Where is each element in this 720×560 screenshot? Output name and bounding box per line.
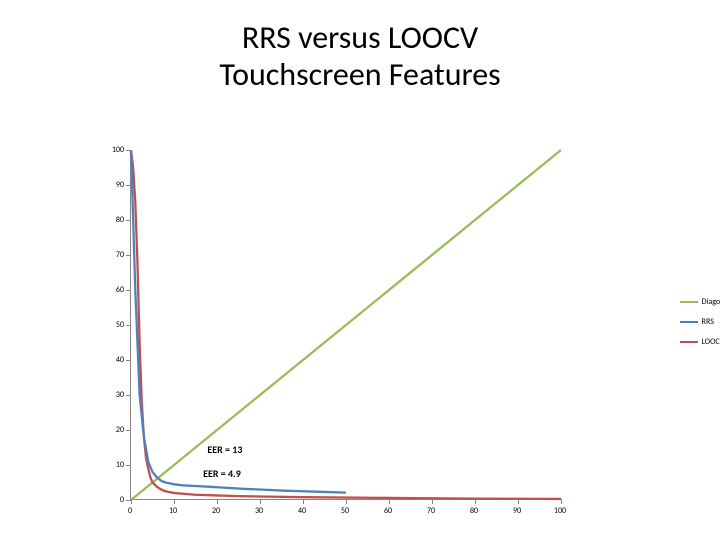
y-tick-label: 40 bbox=[116, 355, 124, 365]
plot-svg bbox=[131, 150, 561, 500]
x-tick-label: 10 bbox=[169, 506, 177, 516]
series-rrs bbox=[131, 150, 346, 493]
y-tick-label: 10 bbox=[116, 460, 124, 470]
y-tick-label: 90 bbox=[116, 180, 124, 190]
legend-swatch bbox=[680, 321, 698, 323]
legend-item-diagonal: Diagonal bbox=[680, 298, 720, 306]
x-tick-label: 80 bbox=[470, 506, 478, 516]
x-tick-label: 60 bbox=[384, 506, 392, 516]
x-tick-label: 100 bbox=[554, 506, 566, 516]
y-tick-label: 20 bbox=[116, 425, 124, 435]
legend: Diagonal RRS LOOCV bbox=[680, 298, 720, 358]
y-tick bbox=[126, 430, 131, 436]
y-tick bbox=[126, 150, 131, 156]
y-tick-label: 60 bbox=[116, 285, 124, 295]
x-tick bbox=[561, 499, 562, 504]
x-tick bbox=[131, 499, 132, 504]
y-tick bbox=[126, 220, 131, 226]
legend-item-loocv: LOOCV bbox=[680, 338, 720, 346]
y-tick bbox=[126, 395, 131, 401]
x-tick bbox=[432, 499, 433, 504]
y-tick-label: 30 bbox=[116, 390, 124, 400]
x-tick bbox=[260, 499, 261, 504]
x-tick-label: 30 bbox=[255, 506, 263, 516]
series-diagonal bbox=[131, 150, 561, 500]
legend-label: LOOCV bbox=[702, 338, 720, 346]
y-tick bbox=[126, 290, 131, 296]
chart-title-line2: Touchscreen Features bbox=[0, 57, 720, 94]
x-tick bbox=[346, 499, 347, 504]
x-tick bbox=[475, 499, 476, 504]
y-tick-label: 80 bbox=[116, 215, 124, 225]
x-tick-label: 20 bbox=[212, 506, 220, 516]
y-tick-label: 100 bbox=[112, 145, 124, 155]
y-tick bbox=[126, 360, 131, 366]
y-tick bbox=[126, 465, 131, 471]
chart-title-line1: RRS versus LOOCV bbox=[0, 20, 720, 57]
y-tick bbox=[126, 325, 131, 331]
plot-area: 0102030405060708090100 bbox=[130, 150, 560, 500]
y-tick-label: 0 bbox=[120, 495, 124, 505]
x-tick bbox=[217, 499, 218, 504]
legend-label: Diagonal bbox=[702, 298, 720, 306]
x-tick-label: 40 bbox=[298, 506, 306, 516]
x-tick-label: 0 bbox=[128, 506, 132, 516]
x-tick bbox=[518, 499, 519, 504]
legend-item-rrs: RRS bbox=[680, 318, 720, 326]
x-tick bbox=[303, 499, 304, 504]
legend-swatch bbox=[680, 341, 698, 343]
legend-swatch bbox=[680, 301, 698, 303]
x-tick-label: 50 bbox=[341, 506, 349, 516]
chart-annotation: EER = 4.9 bbox=[203, 467, 241, 480]
y-tick-label: 70 bbox=[116, 250, 124, 260]
chart-annotation: EER = 13 bbox=[207, 443, 242, 456]
y-tick bbox=[126, 255, 131, 261]
y-tick-label: 50 bbox=[116, 320, 124, 330]
x-tick bbox=[389, 499, 390, 504]
x-tick-label: 90 bbox=[513, 506, 521, 516]
legend-label: RRS bbox=[702, 318, 714, 326]
x-tick bbox=[174, 499, 175, 504]
chart-container: 0102030405060708090100 DiagonalRRSLOOCV … bbox=[95, 150, 645, 528]
y-tick bbox=[126, 185, 131, 191]
x-tick-label: 70 bbox=[427, 506, 435, 516]
